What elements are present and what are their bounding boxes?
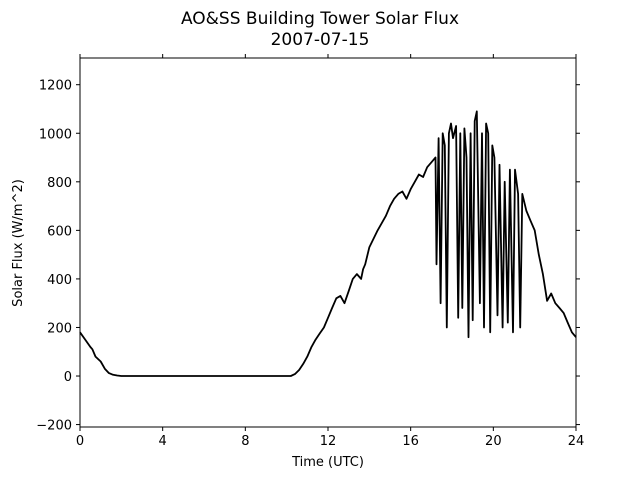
chart-title: AO&SS Building Tower Solar Flux [181, 9, 459, 29]
x-tick-label: 16 [402, 434, 419, 449]
y-tick-label: 400 [47, 273, 72, 288]
x-axis-label: Time (UTC) [291, 455, 364, 470]
x-tick-label: 20 [485, 434, 502, 449]
chart-subtitle: 2007-07-15 [271, 30, 370, 50]
y-tick-label: −200 [36, 419, 72, 434]
y-tick-label: 0 [64, 370, 72, 385]
y-axis-label: Solar Flux (W/m^2) [11, 179, 26, 307]
x-tick-label: 0 [76, 434, 84, 449]
x-tick-label: 12 [320, 434, 337, 449]
solar-flux-series-line [79, 110, 577, 377]
y-tick-label: 800 [47, 176, 72, 191]
x-tick-label: 8 [241, 434, 249, 449]
plot-frame [79, 57, 577, 428]
y-tick-label: 600 [47, 224, 72, 239]
y-tick-label: 200 [47, 321, 72, 336]
axis-ticks [76, 54, 580, 431]
axis-tick-labels: 0 4 8 12 16 20 24 −200 0 200 400 600 800 1000 1200 [36, 79, 584, 449]
x-tick-label: 24 [568, 434, 585, 449]
y-tick-label: 1200 [39, 79, 72, 94]
x-tick-label: 4 [159, 434, 167, 449]
y-tick-label: 1000 [39, 127, 72, 142]
